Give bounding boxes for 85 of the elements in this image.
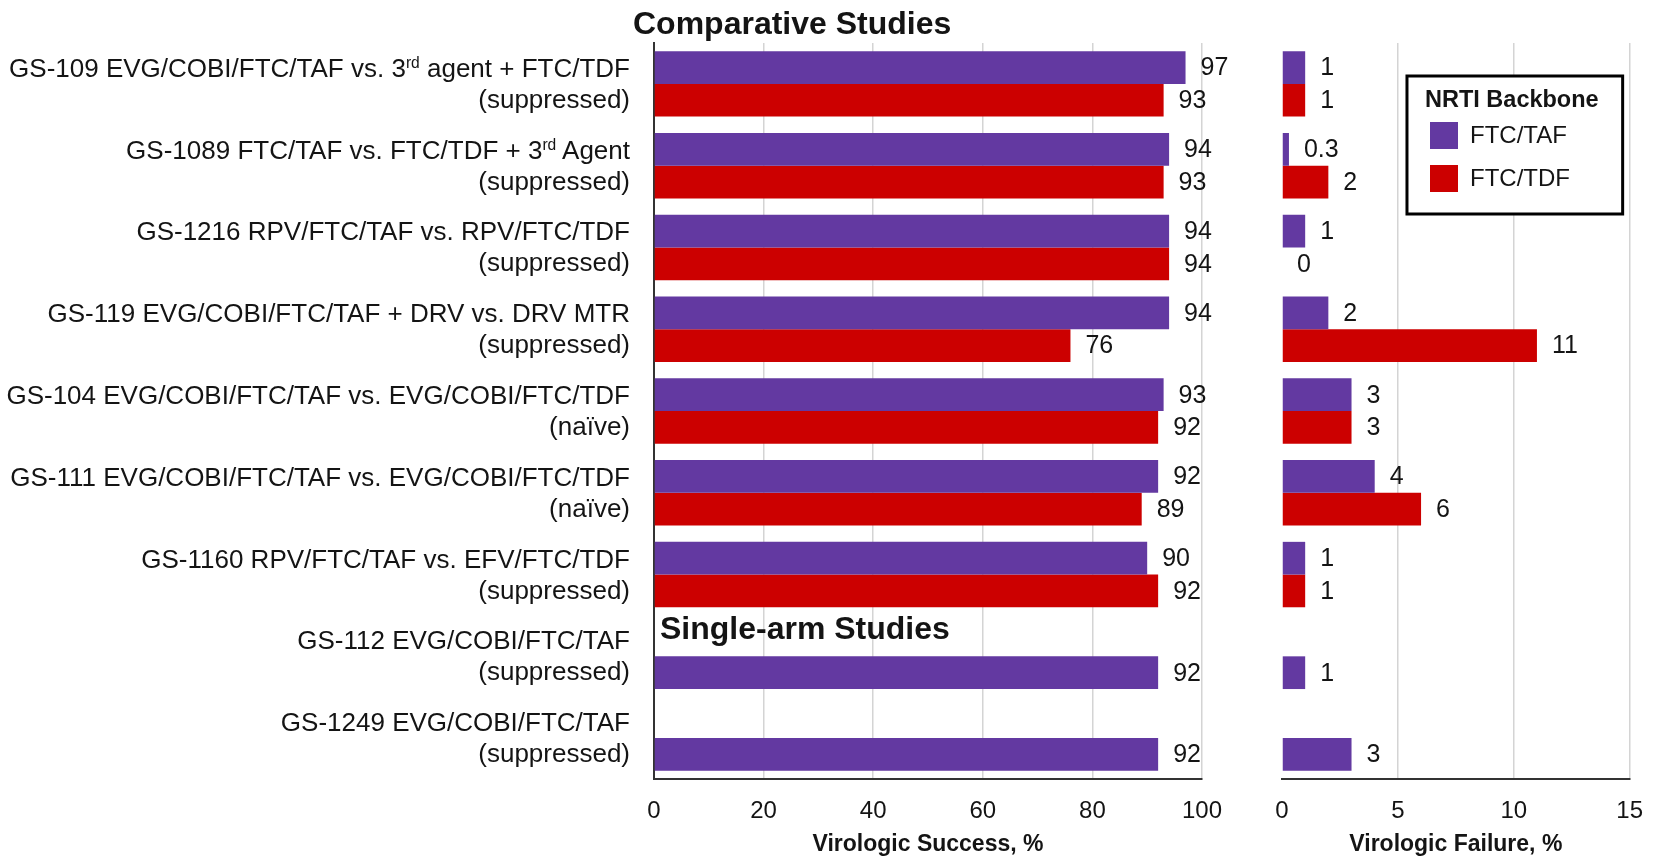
bar bbox=[654, 247, 1170, 281]
bar bbox=[654, 329, 1071, 362]
bar bbox=[654, 214, 1170, 248]
data-label: 97 bbox=[1200, 52, 1229, 81]
annotation: Single-arm Studies bbox=[660, 610, 950, 647]
data-label: 92 bbox=[1173, 575, 1201, 604]
data-label: 11 bbox=[1551, 330, 1578, 359]
data-label: 76 bbox=[1085, 330, 1114, 359]
bar bbox=[1282, 132, 1289, 166]
data-label: 1 bbox=[1320, 657, 1335, 686]
bar bbox=[654, 411, 1159, 444]
bar bbox=[1282, 83, 1306, 117]
y-tick-label: GS-111 EVG/COBI/FTC/TAF vs. EVG/COBI/FTC/TDF (naïve) bbox=[10, 461, 630, 524]
bar bbox=[654, 296, 1170, 330]
data-label: 90 bbox=[1162, 543, 1190, 572]
data-label: 93 bbox=[1178, 166, 1207, 195]
x-tick-label: 80 bbox=[1079, 796, 1106, 824]
data-label: 93 bbox=[1178, 85, 1207, 114]
bar bbox=[1282, 378, 1352, 411]
y-tick-label: GS-104 EVG/COBI/FTC/TAF vs. EVG/COBI/FTC/TDF (naïve) bbox=[6, 380, 630, 442]
x-axis-title: Virologic Failure, % bbox=[1349, 829, 1563, 856]
x-tick-label: 0 bbox=[647, 796, 661, 824]
bar bbox=[654, 51, 1186, 84]
bar bbox=[654, 165, 1164, 199]
data-label: 0 bbox=[1297, 248, 1311, 277]
bar bbox=[654, 83, 1164, 117]
y-tick-label: GS-1216 RPV/FTC/TAF vs. RPV/FTC/TDF (suppressed) bbox=[136, 216, 630, 279]
legend-title: NRTI Backbone bbox=[1424, 86, 1599, 113]
x-tick-label: 20 bbox=[750, 796, 777, 824]
y-tick-label: GS-1089 FTC/TAF vs. FTC/TDF + 3$^{rd}$ Agent (suppressed) bbox=[126, 134, 630, 197]
data-label: 94 bbox=[1184, 297, 1212, 326]
data-label: 6 bbox=[1436, 494, 1450, 523]
bar bbox=[1282, 51, 1306, 84]
x-tick-label: 100 bbox=[1181, 796, 1222, 824]
data-label: 92 bbox=[1173, 461, 1201, 490]
bar bbox=[654, 492, 1142, 526]
bar bbox=[654, 541, 1148, 575]
y-tick-label: GS-109 EVG/COBI/FTC/TAF vs. 3$^{rd}$ agent + FTC/TDF (suppressed) bbox=[9, 52, 630, 115]
data-label: 1 bbox=[1320, 85, 1335, 114]
y-tick-label: GS-119 EVG/COBI/FTC/TAF + DRV vs. DRV MTR (suppressed) bbox=[47, 298, 630, 361]
data-label: 4 bbox=[1389, 461, 1404, 490]
text: Comparative Studies bbox=[633, 5, 952, 42]
x-tick-label: 40 bbox=[859, 796, 887, 824]
data-label: 1 bbox=[1320, 543, 1335, 572]
data-label: 1 bbox=[1320, 52, 1335, 81]
data-label: 94 bbox=[1184, 248, 1212, 277]
x-tick-label: 15 bbox=[1616, 796, 1643, 824]
bar bbox=[1282, 214, 1306, 248]
bar bbox=[654, 574, 1159, 608]
y-tick-label: GS-1249 EVG/COBI/FTC/TAF (suppressed) bbox=[280, 707, 630, 770]
data-label: 2 bbox=[1343, 166, 1358, 195]
bar bbox=[1282, 574, 1306, 608]
data-label: 92 bbox=[1173, 739, 1201, 768]
bar bbox=[1282, 541, 1306, 575]
data-label: 92 bbox=[1173, 657, 1201, 686]
legend-label: FTC/TAF bbox=[1469, 121, 1567, 149]
bar bbox=[654, 460, 1159, 493]
data-label: 0.3 bbox=[1303, 134, 1339, 163]
data-label: 94 bbox=[1184, 215, 1212, 244]
data-label: 89 bbox=[1156, 494, 1185, 523]
data-label: 3 bbox=[1366, 412, 1381, 441]
data-label: 92 bbox=[1173, 412, 1201, 441]
bar bbox=[1282, 411, 1352, 444]
y-tick-label: GS-1160 RPV/FTC/TAF vs. EFV/FTC/TDF (suppressed) bbox=[141, 543, 630, 606]
data-label: 3 bbox=[1366, 739, 1381, 768]
data-label: 3 bbox=[1366, 379, 1381, 408]
x-tick-label: 5 bbox=[1391, 796, 1405, 824]
legend-label: FTC/TDF bbox=[1469, 164, 1570, 192]
bar bbox=[1282, 165, 1329, 199]
data-label: 1 bbox=[1320, 575, 1335, 604]
bar bbox=[654, 132, 1170, 166]
data-label: 2 bbox=[1343, 297, 1358, 326]
bar bbox=[1282, 492, 1422, 526]
x-axis-title: Virologic Success, % bbox=[812, 829, 1044, 856]
bar bbox=[1282, 296, 1329, 330]
data-label: 1 bbox=[1320, 215, 1335, 244]
y-tick-label: GS-112 EVG/COBI/FTC/TAF (suppressed) bbox=[297, 625, 630, 688]
bar bbox=[654, 378, 1164, 411]
x-tick-label: 0 bbox=[1275, 796, 1289, 824]
data-label: 94 bbox=[1184, 134, 1212, 163]
bar bbox=[1282, 329, 1537, 362]
x-tick-label: 60 bbox=[969, 796, 997, 824]
bar bbox=[1282, 460, 1375, 493]
x-tick-label: 10 bbox=[1500, 796, 1528, 824]
data-label: 93 bbox=[1178, 379, 1207, 408]
